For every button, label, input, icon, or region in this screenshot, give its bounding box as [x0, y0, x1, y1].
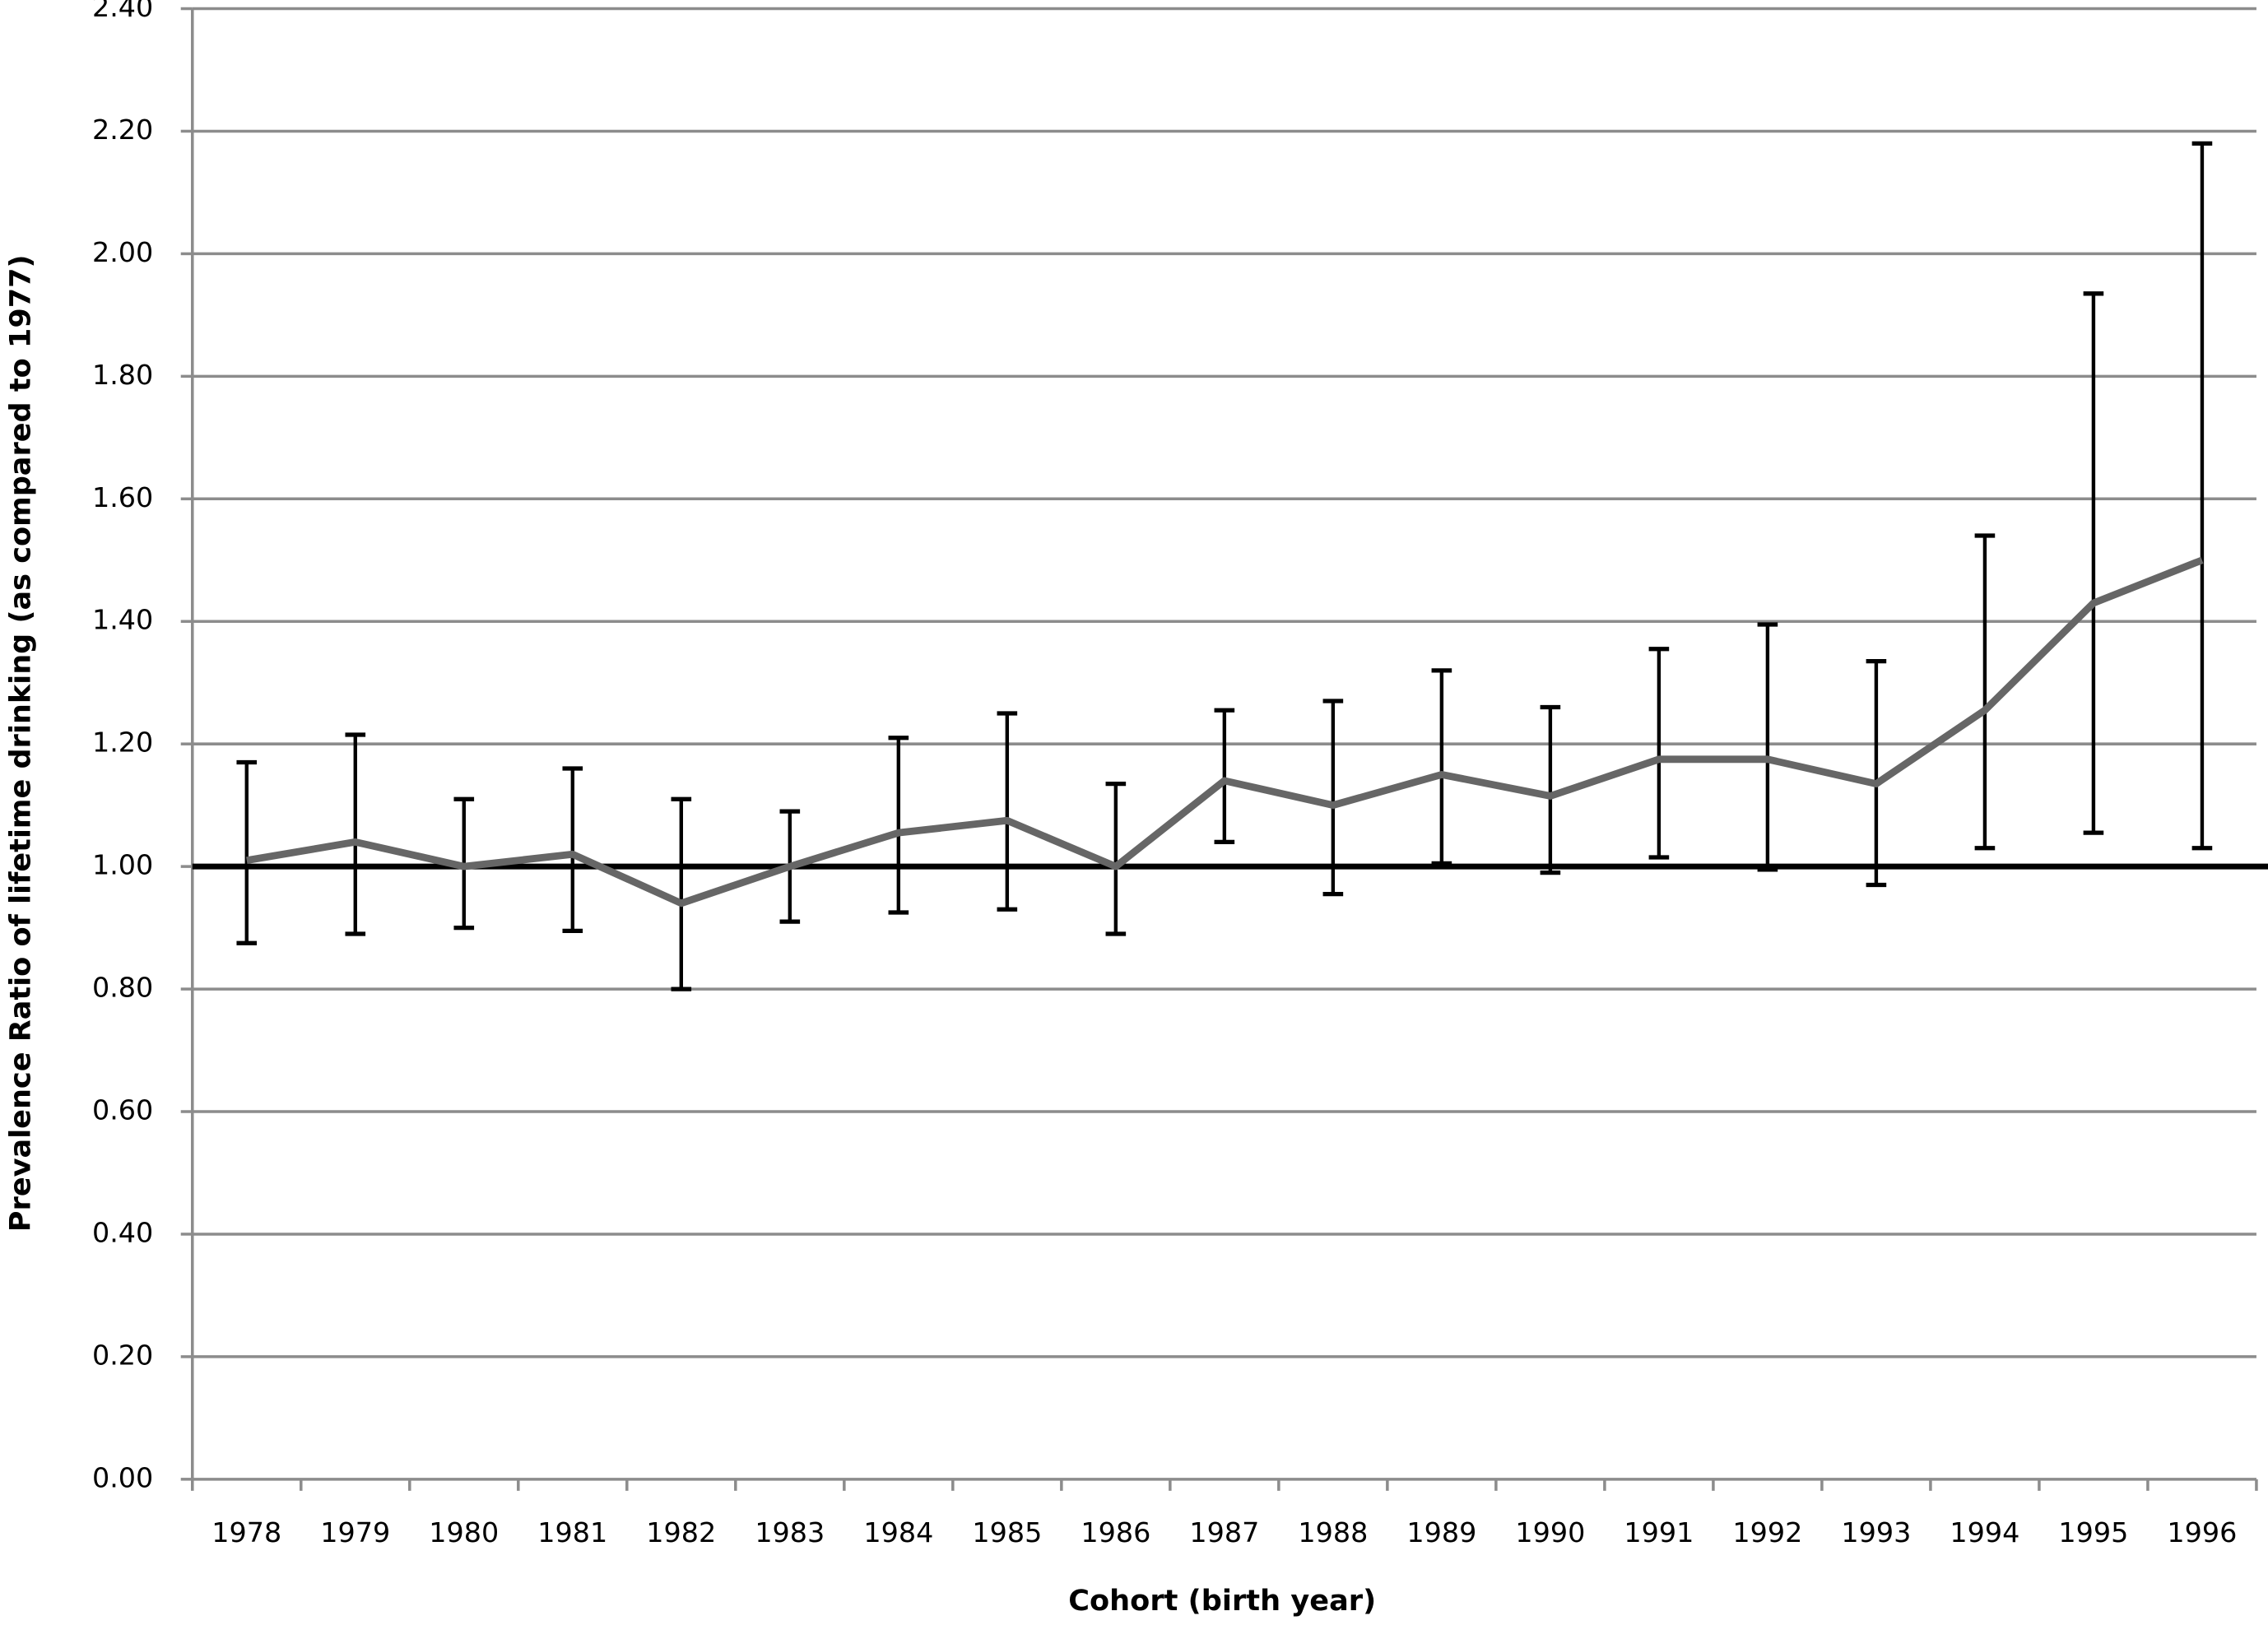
x-tick-label: 1992	[1732, 1516, 1802, 1548]
x-tick-label: 1989	[1406, 1516, 1476, 1548]
x-tick-label: 1990	[1515, 1516, 1585, 1548]
y-tick-label: 0.60	[92, 1094, 153, 1126]
y-tick-label: 0.00	[92, 1461, 153, 1493]
y-tick-label: 0.40	[92, 1216, 153, 1248]
x-tick-label: 1987	[1189, 1516, 1259, 1548]
y-tick-label: 1.80	[92, 359, 153, 391]
y-tick-label: 1.00	[92, 849, 153, 881]
x-tick-label: 1991	[1624, 1516, 1694, 1548]
x-tick-label: 1995	[2058, 1516, 2128, 1548]
y-tick-label: 0.80	[92, 972, 153, 1004]
x-tick-label: 1996	[2167, 1516, 2237, 1548]
y-tick-label: 2.00	[92, 236, 153, 268]
y-tick-label: 2.20	[92, 114, 153, 146]
y-tick-label: 0.20	[92, 1339, 153, 1371]
x-tick-label: 1978	[211, 1516, 281, 1548]
x-tick-label: 1984	[863, 1516, 933, 1548]
data-line	[246, 556, 2204, 908]
y-tick-label: 1.60	[92, 481, 153, 513]
x-tick-label: 1981	[537, 1516, 607, 1548]
x-tick-label: 1979	[320, 1516, 390, 1548]
y-tick-label: 2.40	[92, 0, 153, 23]
x-tick-label: 1980	[429, 1516, 499, 1548]
x-tick-label: 1982	[646, 1516, 716, 1548]
y-axis-title: Prevalence Ratio of lifetime drinking (a…	[3, 254, 37, 1232]
x-tick-label: 1986	[1081, 1516, 1150, 1548]
x-tick-label: 1988	[1298, 1516, 1368, 1548]
x-tick-label: 1993	[1841, 1516, 1911, 1548]
y-tick-label: 1.40	[92, 604, 153, 636]
x-tick-label: 1985	[972, 1516, 1042, 1548]
x-axis-title: Cohort (birth year)	[1068, 1584, 1376, 1618]
x-tick-label: 1983	[755, 1516, 825, 1548]
y-tick-label: 1.20	[92, 727, 153, 759]
x-tick-label: 1994	[1950, 1516, 2019, 1548]
